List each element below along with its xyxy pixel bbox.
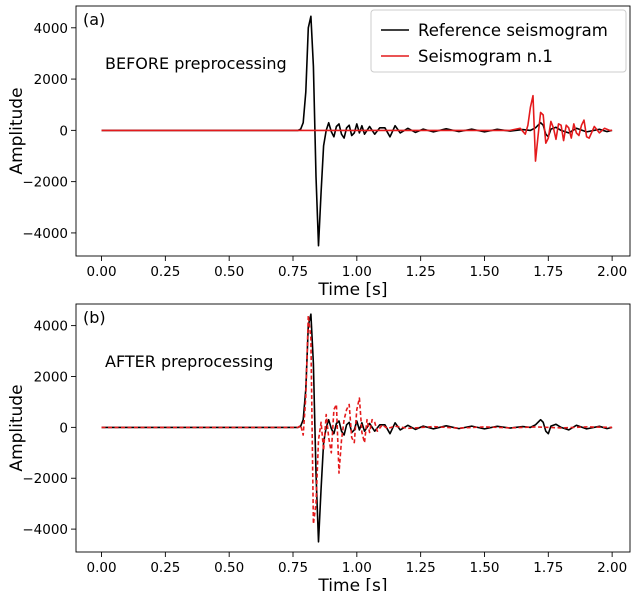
x-axis-label: Time [s] xyxy=(317,576,387,591)
y-tick-label: −4000 xyxy=(22,226,68,242)
panel-label: (a) xyxy=(83,10,105,29)
y-tick-label: −4000 xyxy=(22,522,68,538)
x-tick-label: 2.00 xyxy=(597,264,627,280)
y-tick-label: 2000 xyxy=(34,369,68,385)
y-tick-label: −2000 xyxy=(22,471,68,487)
chart-panel-b: 0.00 0.25 0.50 0.75 1.00 1.25 1.50 1.75 2.00 −400… xyxy=(7,303,631,591)
y-tick-label: −2000 xyxy=(22,175,68,191)
series-line-seismogram-n1 xyxy=(101,94,613,162)
x-axis-label: Time [s] xyxy=(317,280,387,300)
x-tick-label: 0.25 xyxy=(150,264,180,280)
x-tick-label: 0.50 xyxy=(214,264,244,280)
y-tick-label: 4000 xyxy=(34,21,68,37)
x-tick-label: 1.25 xyxy=(406,264,436,280)
x-tick-label: 1.25 xyxy=(406,560,436,576)
x-tick-label: 0.75 xyxy=(278,560,308,576)
x-tick-label: 1.00 xyxy=(342,560,372,576)
x-tick-label: 1.00 xyxy=(342,264,372,280)
legend-label: Seismogram n.1 xyxy=(418,47,553,66)
chart-panel-a: 0.00 0.25 0.50 0.75 1.00 1.25 1.50 1.75 2.00 −400… xyxy=(7,5,631,300)
panel-annotation: AFTER preprocessing xyxy=(105,352,273,371)
x-tick-label: 1.50 xyxy=(469,560,499,576)
y-tick-label: 2000 xyxy=(34,72,68,88)
x-tick-label: 0.50 xyxy=(214,560,244,576)
series-line-reference xyxy=(101,15,613,247)
x-tick-label: 0.00 xyxy=(86,560,116,576)
panel-label: (b) xyxy=(83,308,106,327)
legend-label: Reference seismogram xyxy=(418,21,608,40)
x-tick-label: 1.50 xyxy=(469,264,499,280)
x-tick-label: 2.00 xyxy=(597,560,627,576)
y-tick-label: 0 xyxy=(59,123,68,139)
plot-frame xyxy=(75,303,631,553)
panel-annotation: BEFORE preprocessing xyxy=(105,54,287,73)
y-tick-label: 0 xyxy=(59,420,68,436)
y-axis-label: Amplitude xyxy=(7,87,27,174)
x-tick-label: 0.75 xyxy=(278,264,308,280)
x-tick-label: 1.75 xyxy=(533,560,563,576)
plot-frame xyxy=(75,5,631,257)
series-line-seismogram-n1 xyxy=(101,314,613,525)
legend-box xyxy=(370,9,627,73)
y-axis-label: Amplitude xyxy=(7,384,27,471)
x-tick-label: 1.75 xyxy=(533,264,563,280)
x-tick-label: 0.25 xyxy=(150,560,180,576)
series-line-reference xyxy=(101,313,613,543)
y-tick-label: 4000 xyxy=(34,319,68,335)
x-tick-label: 0.00 xyxy=(86,264,116,280)
